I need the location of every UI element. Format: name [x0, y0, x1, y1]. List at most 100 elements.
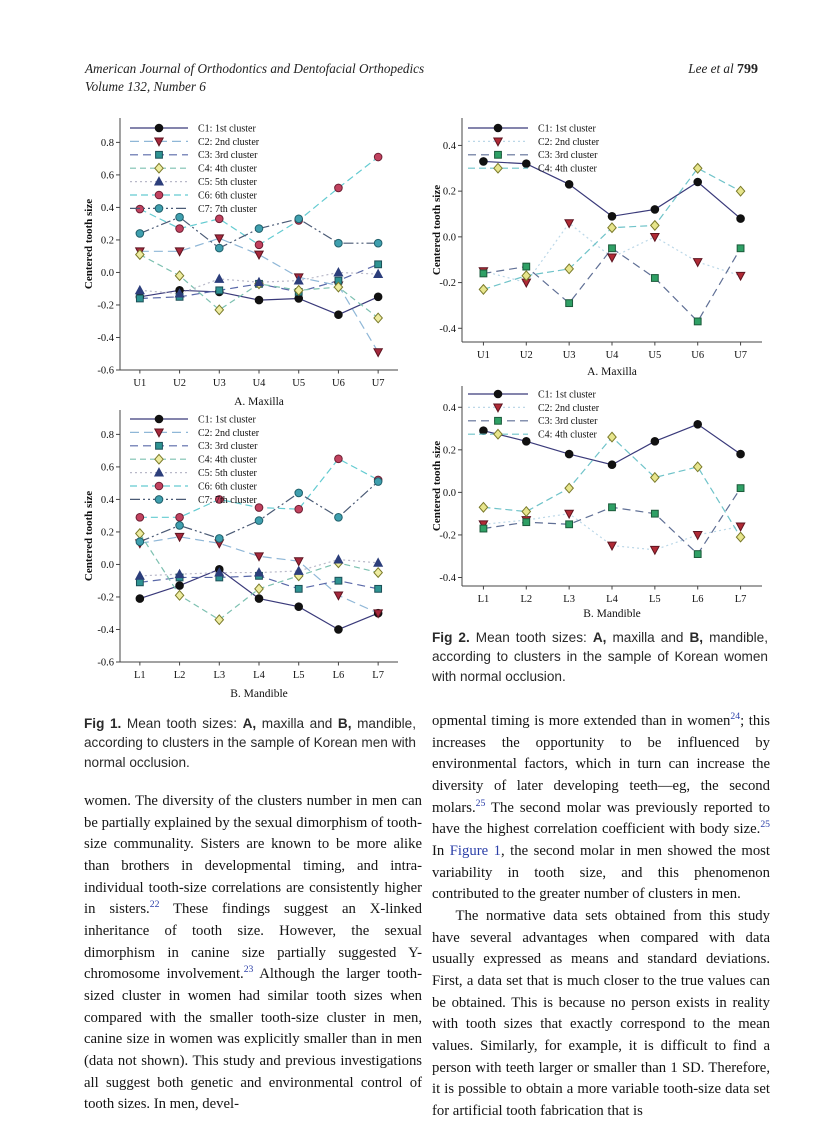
svg-text:0.2: 0.2	[101, 528, 114, 539]
reference-superscript[interactable]: 25	[760, 819, 770, 831]
svg-text:0.2: 0.2	[101, 236, 114, 247]
fig1-mandible-chart: -0.6 -0.4 -0.2 0.0 0.2 0.4 0.6 0.8 L1 L2 L3 L4 L5 L6 L…	[82, 408, 404, 707]
svg-text:C6: 6th cluster: C6: 6th cluster	[198, 481, 258, 492]
svg-text:L4: L4	[253, 670, 265, 681]
svg-text:0.4: 0.4	[101, 203, 115, 214]
fig2-caption: Fig 2. Mean tooth sizes: A, maxilla and …	[432, 628, 768, 686]
svg-text:L3: L3	[213, 670, 225, 681]
svg-text:U6: U6	[332, 378, 345, 389]
fig2-maxilla-chart: -0.4 -0.2 0.0 0.2 0.4 U1 U2 U3 U4 U5 U6 U7 A. Maxill…	[430, 116, 770, 385]
svg-text:Centered tooth size: Centered tooth size	[431, 185, 443, 275]
body-paragraph: The normative data sets obtained from th…	[432, 906, 770, 1122]
reference-superscript[interactable]: 23	[243, 964, 254, 976]
svg-text:-0.4: -0.4	[439, 324, 456, 335]
svg-text:C2: 2nd cluster: C2: 2nd cluster	[198, 137, 260, 148]
text-segment: women. The diversity of the clusters num…	[84, 793, 422, 918]
reference-superscript[interactable]: 22	[149, 899, 160, 911]
svg-text:0.6: 0.6	[101, 463, 114, 474]
svg-text:L2: L2	[174, 670, 186, 681]
svg-text:0.4: 0.4	[443, 403, 457, 414]
svg-text:C5: 5th cluster: C5: 5th cluster	[198, 177, 258, 188]
text-segment: opmental timing is more extended than in…	[432, 713, 731, 729]
svg-text:B. Mandible: B. Mandible	[583, 608, 641, 620]
svg-text:U1: U1	[133, 378, 146, 389]
text-segment: These findings suggest an X-linked inher…	[84, 901, 422, 983]
svg-text:C4: 4th cluster: C4: 4th cluster	[198, 164, 258, 175]
svg-text:L2: L2	[520, 594, 532, 605]
svg-text:U4: U4	[253, 378, 267, 389]
svg-text:U6: U6	[691, 350, 704, 361]
text-segment: Fig 2.	[432, 630, 470, 645]
text-segment: The normative data sets obtained from th…	[432, 908, 770, 1120]
text-segment: maxilla and	[256, 716, 338, 731]
fig2-maxilla-svg: -0.4 -0.2 0.0 0.2 0.4 U1 U2 U3 U4 U5 U6 U7 A. Maxill…	[431, 118, 762, 378]
text-segment: Lee et al	[688, 61, 737, 76]
svg-text:C1: 1st cluster: C1: 1st cluster	[198, 123, 256, 134]
svg-text:B. Mandible: B. Mandible	[230, 688, 288, 700]
svg-text:L4: L4	[606, 594, 618, 605]
text-segment: In	[432, 843, 450, 860]
svg-text:C1: 1st cluster: C1: 1st cluster	[538, 123, 596, 134]
svg-text:C6: 6th cluster: C6: 6th cluster	[198, 190, 258, 201]
reference-superscript[interactable]: 25	[475, 797, 486, 809]
text-segment: The second molar was previously reported…	[432, 799, 770, 838]
svg-text:C7: 7th cluster: C7: 7th cluster	[198, 204, 258, 215]
svg-text:C3: 3rd cluster: C3: 3rd cluster	[198, 441, 258, 452]
svg-text:U5: U5	[292, 378, 305, 389]
svg-text:-0.2: -0.2	[97, 301, 114, 312]
text-segment: Fig 1.	[84, 716, 122, 731]
svg-text:U2: U2	[173, 378, 186, 389]
svg-text:0.0: 0.0	[101, 268, 114, 279]
svg-text:0.4: 0.4	[101, 495, 115, 506]
body-right-column: opmental timing is more extended than in…	[432, 711, 770, 1122]
svg-text:U5: U5	[648, 350, 661, 361]
text-segment: B,	[689, 630, 704, 645]
running-head: Lee et al 799	[688, 61, 758, 78]
text-segment: mandible, according to clusters in the s…	[84, 716, 417, 770]
svg-text:Centered tooth size: Centered tooth size	[83, 199, 95, 289]
svg-text:C2: 2nd cluster: C2: 2nd cluster	[198, 428, 260, 439]
svg-text:A. Maxilla: A. Maxilla	[587, 366, 637, 378]
text-segment: A,	[242, 716, 257, 731]
svg-text:Centered tooth size: Centered tooth size	[83, 491, 95, 581]
svg-text:L5: L5	[649, 594, 661, 605]
text-segment: , the second molar in men showed the mos…	[432, 843, 770, 903]
svg-text:L6: L6	[692, 594, 704, 605]
svg-text:L1: L1	[134, 670, 146, 681]
svg-text:L3: L3	[563, 594, 575, 605]
svg-text:0.2: 0.2	[443, 445, 456, 456]
svg-text:0.0: 0.0	[443, 232, 456, 243]
svg-text:C5: 5th cluster: C5: 5th cluster	[198, 468, 258, 479]
svg-text:0.0: 0.0	[443, 488, 456, 499]
journal-title: American Journal of Orthodontics and Den…	[85, 61, 425, 76]
text-segment: Mean tooth sizes:	[121, 716, 243, 731]
svg-text:-0.6: -0.6	[97, 658, 114, 669]
text-segment: mandible, according to clusters in the s…	[432, 630, 769, 684]
reference-superscript[interactable]: 24	[730, 711, 741, 723]
svg-text:0.8: 0.8	[101, 138, 114, 149]
journal-header: American Journal of Orthodontics and Den…	[85, 60, 424, 96]
svg-text:C4: 4th cluster: C4: 4th cluster	[538, 430, 598, 441]
svg-text:U7: U7	[734, 350, 747, 361]
svg-text:0.2: 0.2	[443, 187, 456, 198]
svg-text:C1: 1st cluster: C1: 1st cluster	[538, 389, 596, 400]
fig2-mandible-chart: -0.4 -0.2 0.0 0.2 0.4 L1 L2 L3 L4 L5 L6 L7 B. Mandib…	[430, 384, 770, 627]
svg-text:0.6: 0.6	[101, 171, 114, 182]
figure-link[interactable]: Figure 1	[449, 843, 501, 860]
svg-text:C3: 3rd cluster: C3: 3rd cluster	[538, 416, 598, 427]
body-paragraph: opmental timing is more extended than in…	[432, 711, 770, 906]
body-left-column: women. The diversity of the clusters num…	[84, 791, 422, 1116]
svg-text:U1: U1	[477, 350, 490, 361]
svg-text:U3: U3	[563, 350, 576, 361]
svg-text:-0.4: -0.4	[97, 625, 114, 636]
svg-text:-0.4: -0.4	[439, 573, 456, 584]
svg-text:L6: L6	[333, 670, 345, 681]
svg-text:C2: 2nd cluster: C2: 2nd cluster	[538, 137, 600, 148]
svg-text:C7: 7th cluster: C7: 7th cluster	[198, 495, 258, 506]
svg-text:L7: L7	[735, 594, 747, 605]
svg-text:0.8: 0.8	[101, 430, 114, 441]
svg-text:L1: L1	[478, 594, 490, 605]
text-segment: Mean tooth sizes:	[469, 630, 593, 645]
svg-text:-0.6: -0.6	[97, 366, 114, 377]
